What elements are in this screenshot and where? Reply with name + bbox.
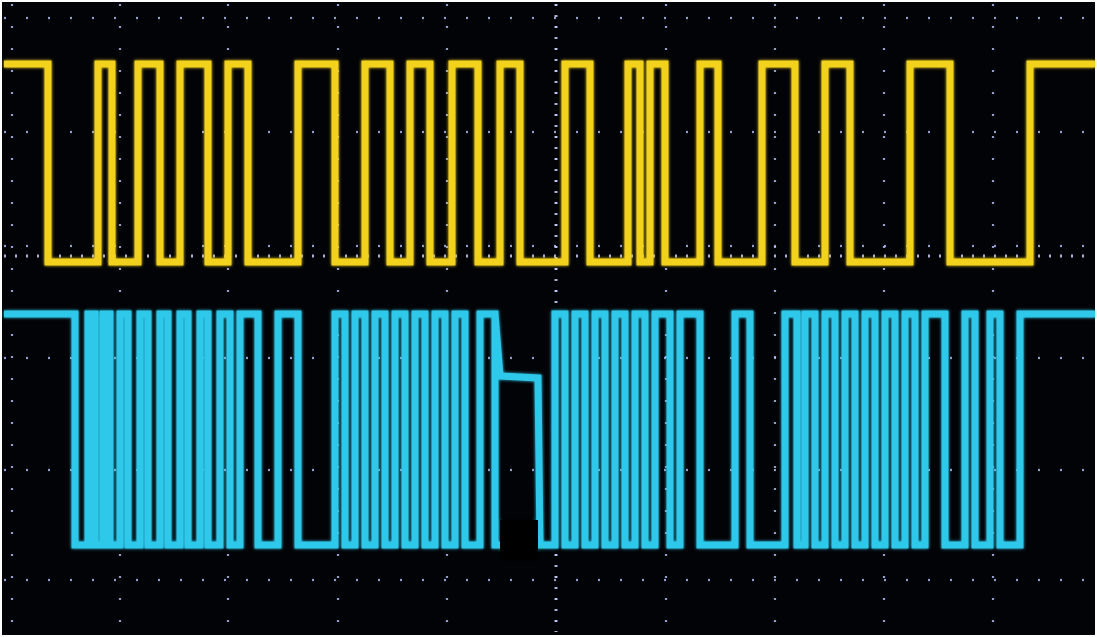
glitch-cover <box>500 520 538 560</box>
channel-2-glitch <box>491 313 544 546</box>
channel-1-trace <box>4 60 1095 266</box>
traces <box>4 60 1095 560</box>
